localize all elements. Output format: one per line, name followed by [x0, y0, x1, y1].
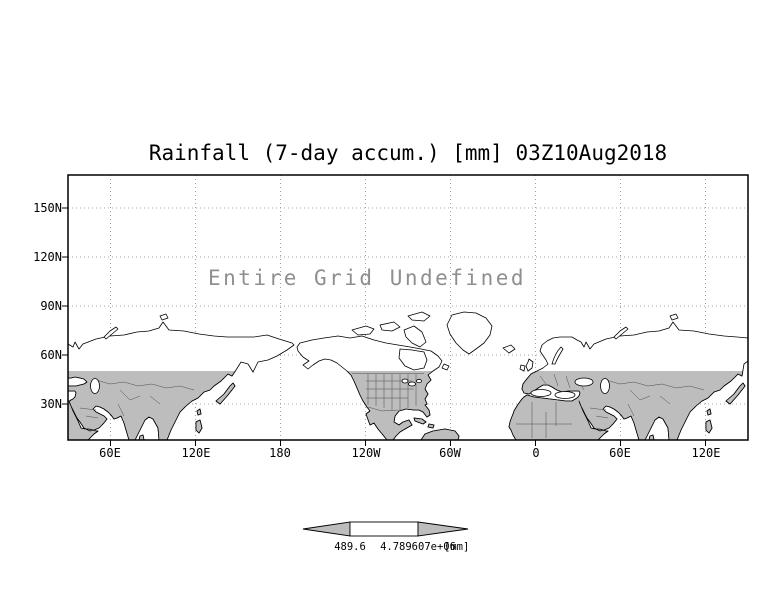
great-lake: [401, 378, 409, 384]
colorbar-tick-label: 489.6: [334, 541, 366, 553]
x-tick-label: 60W: [439, 446, 461, 460]
axis-ticks: [62, 207, 706, 446]
world-map: [68, 311, 748, 440]
x-tick-label: 120E: [181, 446, 211, 460]
y-tick-label: 60N: [40, 348, 62, 362]
chart-title: Rainfall (7-day accum.) [mm] 03Z10Aug201…: [148, 141, 668, 165]
y-tick-label: 30N: [40, 397, 62, 411]
x-tick-label: 120W: [351, 446, 381, 460]
water-bodies: [90, 346, 610, 399]
plot-frame: [67, 174, 749, 441]
colorbar-tick-label: 4.789607e+06: [380, 541, 456, 553]
caspian-sea: [600, 378, 610, 394]
y-tick-label: 90N: [40, 299, 62, 313]
x-tick-label: 120E: [691, 446, 721, 460]
colorbar-left-arrow: [302, 521, 351, 537]
great-lake: [416, 378, 422, 384]
caspian-sea: [90, 378, 100, 394]
colorbar-unit-label: [mm]: [444, 541, 470, 553]
x-tick-label: 60E: [99, 446, 121, 460]
x-tick-label: 0: [532, 446, 540, 460]
black-sea: [574, 377, 594, 387]
x-tick-label: 60E: [609, 446, 631, 460]
mediterranean-west: [530, 389, 552, 397]
colorbar-middle-segment: [349, 521, 419, 537]
country-borders: [79, 373, 705, 438]
great-lake: [408, 381, 416, 387]
y-tick-label: 150N: [33, 201, 62, 215]
land-shading: [68, 371, 748, 440]
mediterranean-east: [554, 391, 576, 399]
colorbar: [302, 521, 469, 537]
y-tick-label: 120N: [33, 250, 62, 264]
colorbar-right-arrow: [417, 521, 469, 537]
hudson-bay: [398, 348, 428, 371]
x-tick-label: 180: [269, 446, 291, 460]
undefined-grid-message: Entire Grid Undefined: [207, 266, 527, 290]
baltic-sea: [551, 346, 564, 365]
